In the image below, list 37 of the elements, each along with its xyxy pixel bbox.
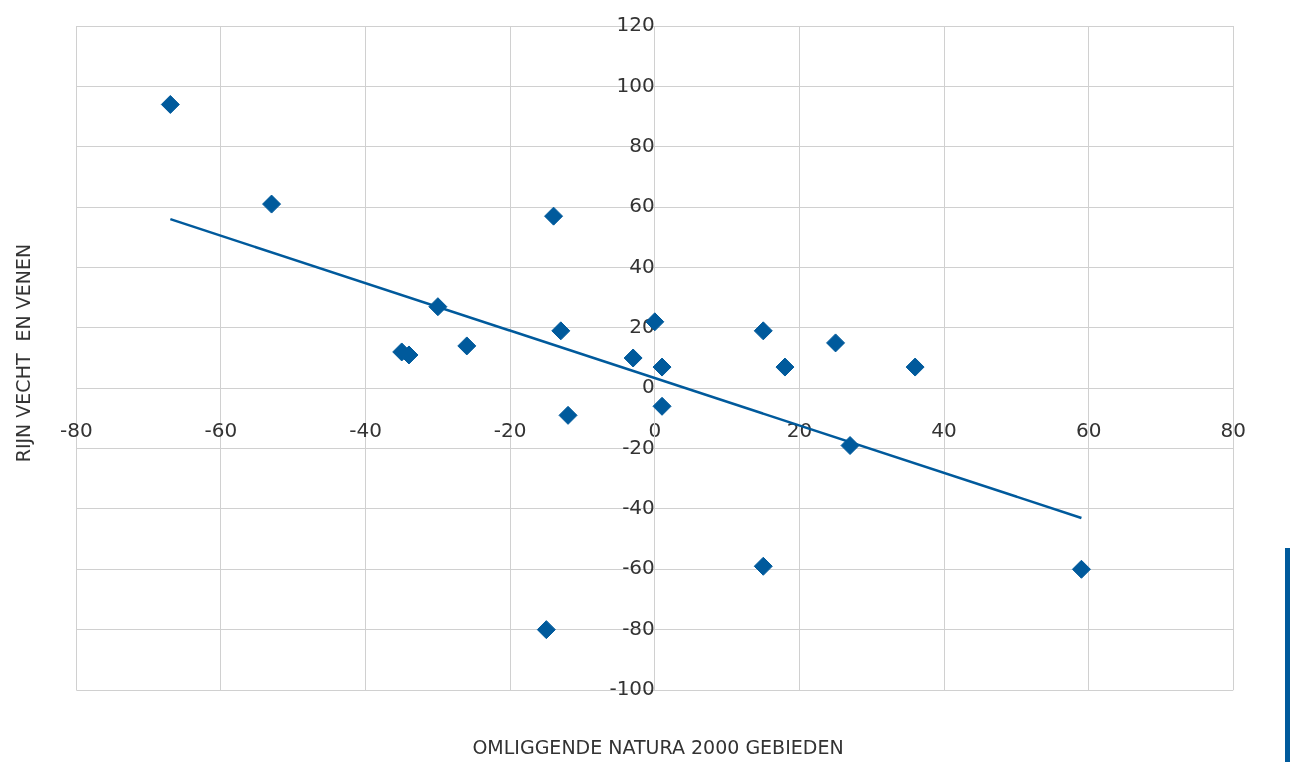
point: [551, 321, 571, 341]
point: [905, 357, 925, 377]
y-tick-label: -60: [622, 555, 655, 580]
y-tick-label: -100: [609, 676, 655, 701]
point: [558, 405, 578, 425]
point: [652, 357, 672, 377]
y-tick-label: 40: [629, 253, 655, 278]
y-tick-label: 60: [629, 193, 655, 218]
point: [775, 357, 795, 377]
x-tick-label: 40: [931, 418, 957, 443]
x-axis-title: OMLIGGENDE NATURA 2000 GEBIEDEN: [471, 736, 845, 758]
y-axis-title: RIJN VECHT EN VENEN: [12, 243, 34, 463]
point: [262, 194, 282, 214]
x-tick-label: -60: [204, 418, 238, 443]
x-tick-label: 80: [1220, 418, 1246, 443]
y-tick-label: -80: [622, 615, 655, 640]
point: [753, 556, 773, 576]
point: [536, 620, 556, 640]
point: [826, 333, 846, 353]
point: [160, 94, 180, 114]
y-tick-label: -40: [622, 495, 655, 520]
point: [652, 396, 672, 416]
point: [623, 348, 643, 368]
y-tick-label: 120: [616, 12, 655, 37]
point: [840, 436, 860, 456]
x-tick-label: -20: [493, 418, 527, 443]
y-tick-label: 0: [642, 374, 655, 399]
y-tick-label: 80: [629, 132, 655, 157]
point: [428, 297, 448, 317]
point: [544, 206, 564, 226]
point: [753, 321, 773, 341]
x-tick-label: -40: [349, 418, 382, 443]
x-tick-label: 60: [1075, 418, 1102, 443]
x-tick-label: -80: [60, 418, 93, 443]
y-tick-label: 100: [616, 72, 655, 97]
point: [1071, 559, 1091, 579]
point: [457, 336, 477, 356]
